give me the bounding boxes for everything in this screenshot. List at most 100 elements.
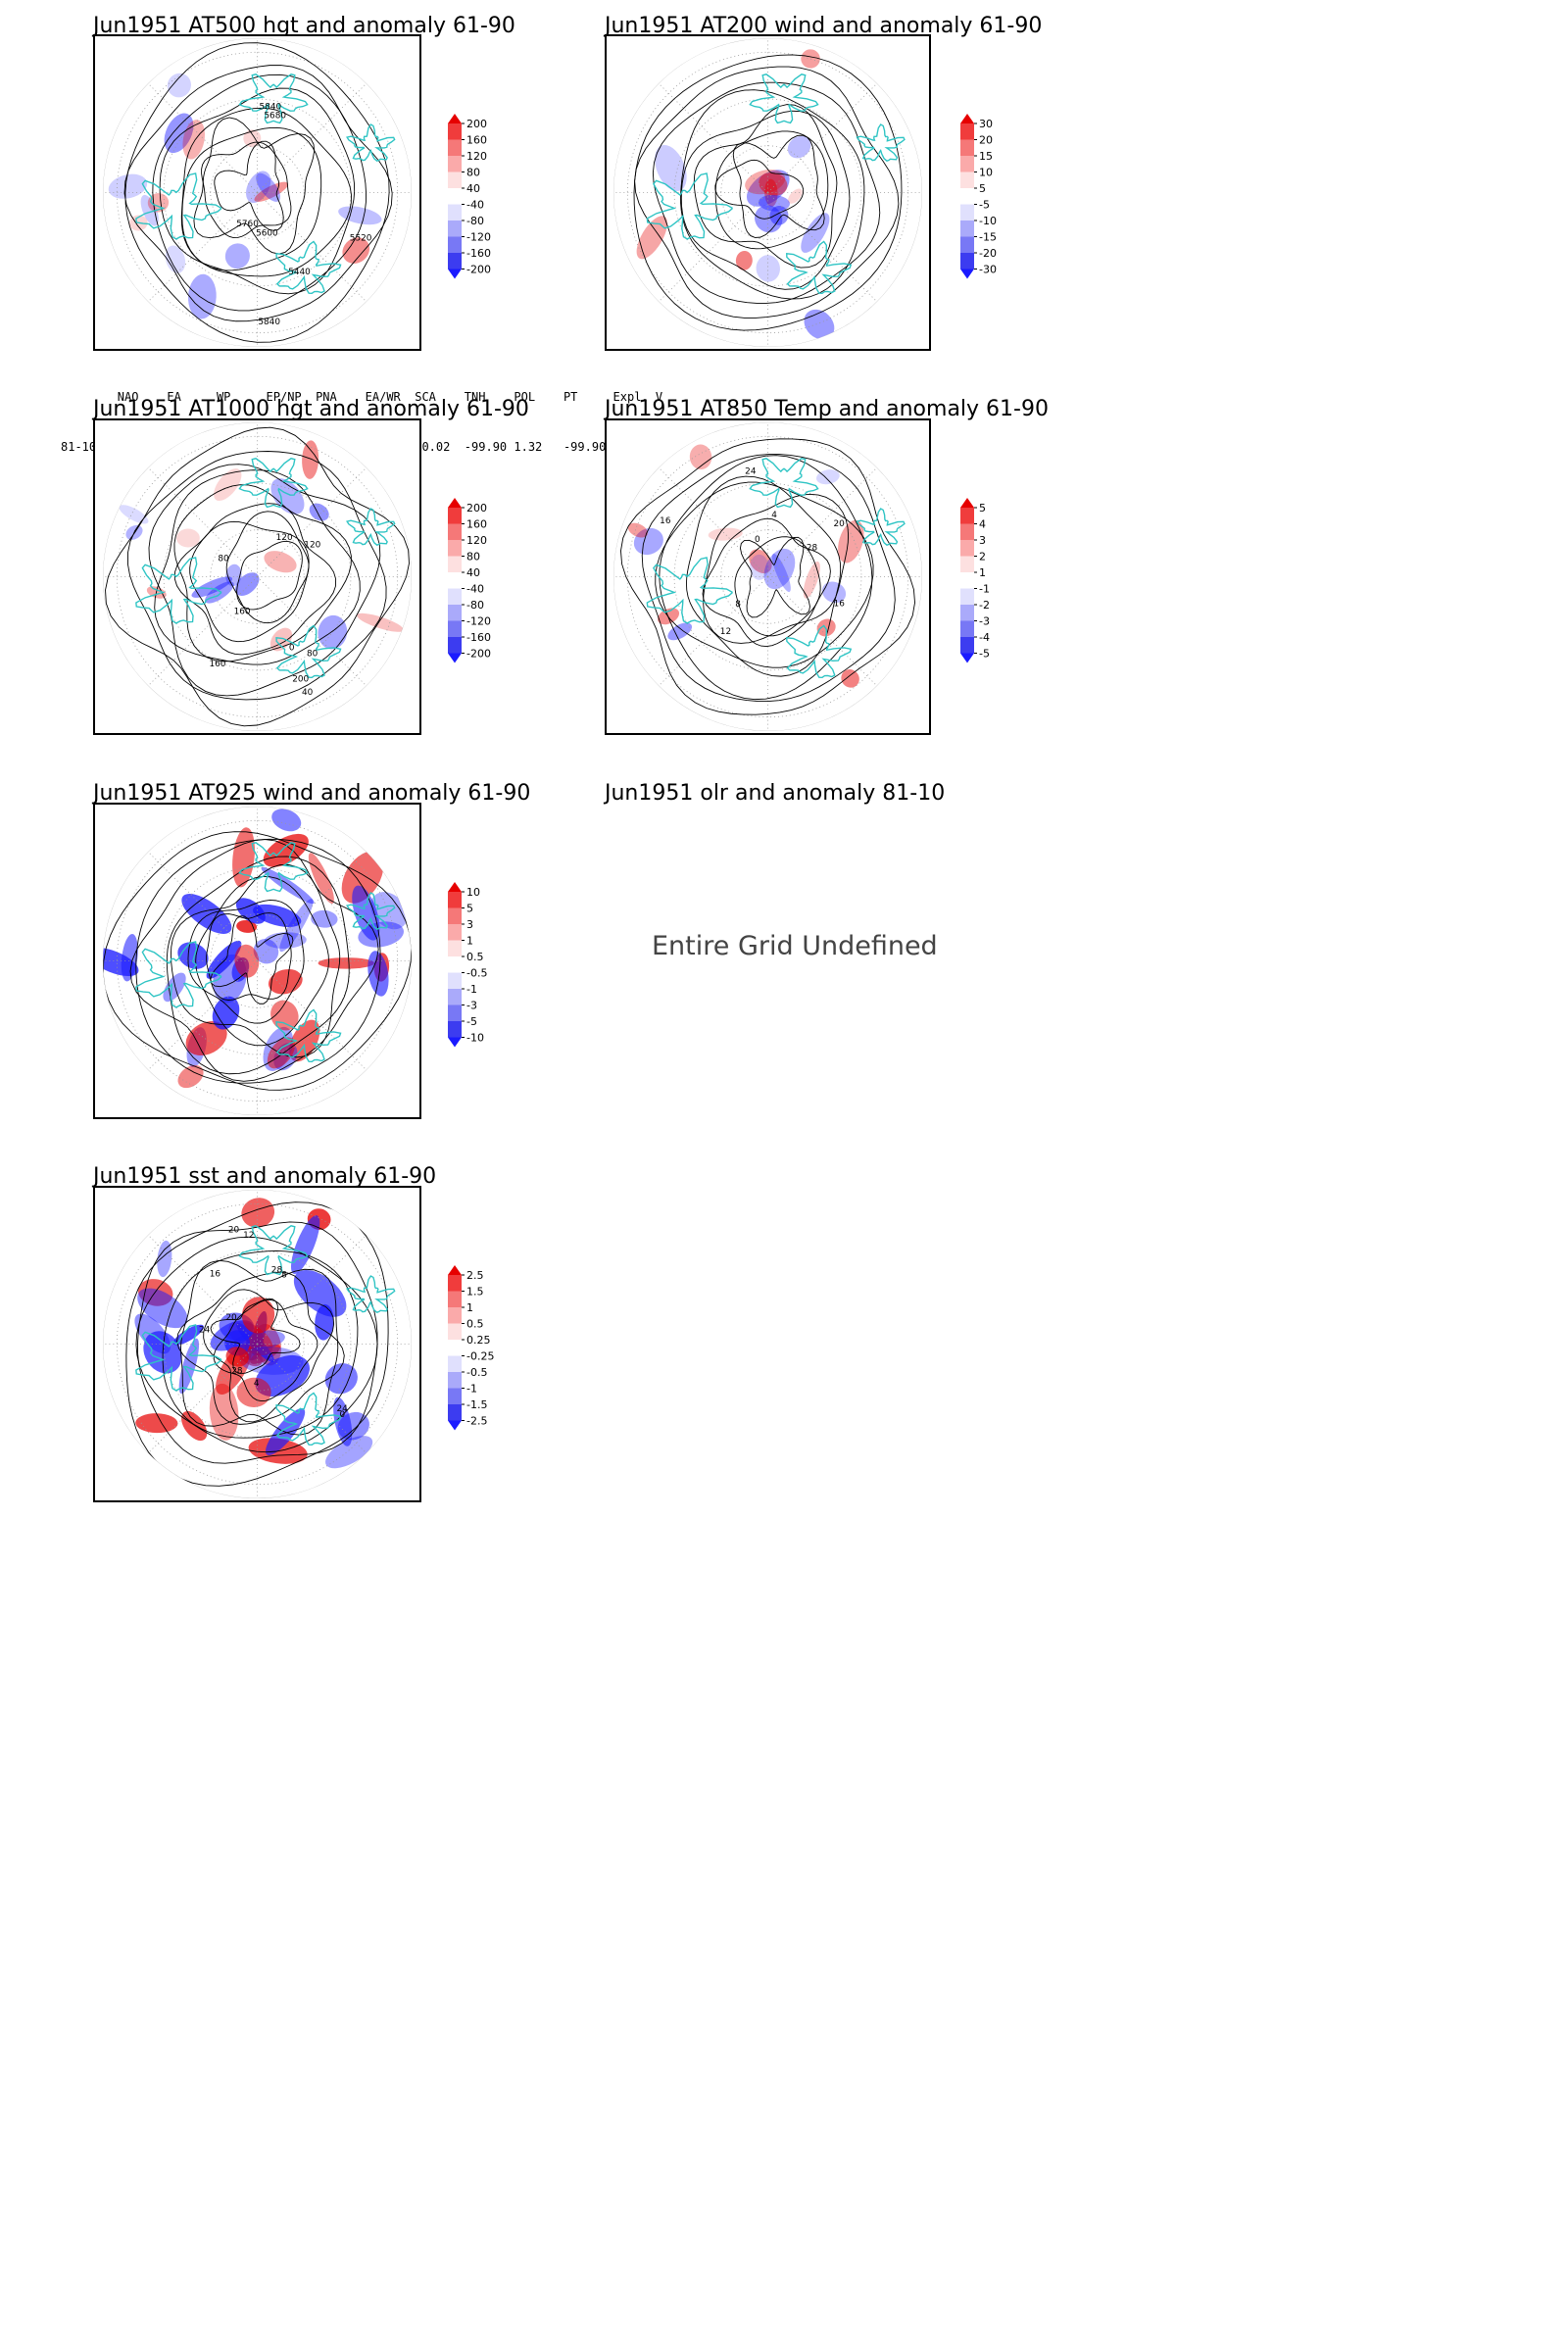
colorbar-label: -1 [979,583,990,596]
colorbar-swatch [960,572,974,589]
anomaly-area [175,528,200,548]
contour-line [173,484,352,662]
contour-line [734,536,821,637]
contour-label: 24 [336,1404,348,1414]
contour-label: 20 [833,519,845,529]
colorbar-swatch [448,956,462,973]
contour-label: 12 [720,627,731,637]
colorbar-svg: 200 160 120 80 40 -40 -80 -120 -160 -200 [448,498,491,663]
anomaly-area [756,255,780,282]
colorbar-swatch [448,605,462,621]
map-content [612,421,923,732]
anomaly-area [293,1269,347,1317]
anomaly-area [841,669,859,688]
anomaly-area [356,612,404,632]
colorbar-swatch [448,924,462,941]
colorbar-swatch [448,907,462,924]
contour-line [201,141,292,238]
colorbar-swatch [960,204,974,220]
contour-line [180,107,352,277]
meridian [257,466,368,577]
colorbar-label: -5 [466,1015,477,1028]
colorbar: 5 4 3 2 1 -1 -2 -3 -4 -5 [958,498,1047,694]
anomaly-area [804,309,835,340]
contour-label: 20 [228,1225,240,1235]
anomaly-area [749,549,772,574]
colorbar-cap [448,653,462,663]
meridian [257,1344,368,1454]
contour-label: 200 [292,674,309,684]
colorbar-swatch [448,1340,462,1356]
anomaly-area [333,1396,353,1446]
colorbar-label: 10 [979,167,993,179]
anomaly-area [271,808,302,832]
meridian [147,192,258,303]
anomaly-area [164,113,194,154]
colorbar-swatch [448,1021,462,1038]
map-panel-at200 [605,34,931,351]
meridian [147,851,258,961]
colorbar-label: -10 [979,215,997,227]
anomaly-area [318,957,374,969]
contour-line [154,469,361,665]
anomaly-area [759,172,788,196]
anomaly-area [309,503,329,521]
meridian [257,960,368,1071]
anomaly-area [214,468,242,502]
colorbar-label: -5 [979,648,990,661]
colorbar-label: -160 [466,631,491,644]
contour-label: 80 [307,649,318,659]
colorbar-label: 10 [466,886,480,899]
anomaly-area [224,243,250,270]
anomaly-area [243,129,262,148]
map-content [102,806,413,1116]
contour-label: 5520 [350,233,372,243]
coastline [749,74,819,124]
colorbar-label: 0.5 [466,951,484,963]
anomaly-area [264,551,297,573]
colorbar-cap [448,1037,462,1048]
colorbar-swatch [448,540,462,557]
contour-line [105,426,410,727]
meridian [658,576,768,687]
colorbar-label: -4 [979,631,990,644]
colorbar-swatch [448,572,462,589]
anomaly-area [246,171,271,204]
colorbar-cap [960,498,974,508]
colorbar-svg: 5 4 3 2 1 -1 -2 -3 -4 -5 [960,498,990,663]
colorbar-cap [448,114,462,123]
meridian [767,576,878,687]
tele-header: NAO EA WP EP/NP PNA EA/WR SCA TNH POL PT… [61,390,663,404]
colorbar-label: 40 [466,182,480,195]
colorbar-swatch [448,1388,462,1404]
contour-line [148,464,381,697]
colorbar-label: -40 [466,199,484,212]
colorbar-label: -3 [466,1000,477,1012]
colorbar-label: 1.5 [466,1286,484,1298]
colorbar-swatch [448,1355,462,1372]
contour-line [162,1250,359,1439]
anomaly-area [771,554,791,593]
colorbar-swatch [448,892,462,908]
meridian [767,192,878,303]
colorbar-label: 5 [979,182,986,195]
colorbar-label: 1 [979,566,986,579]
meridian [257,576,368,687]
colorbar-swatch [448,172,462,188]
anomaly-area [342,237,370,264]
contour-line [213,1298,318,1402]
colorbar-swatch [448,508,462,524]
colorbar-label: 0.5 [466,1318,484,1331]
colorbar-swatch [960,123,974,140]
contour-label: 12 [243,1231,254,1241]
anomaly-area [308,853,334,905]
coastline [238,1225,309,1276]
panel-title: Jun1951 AT850 Temp and anomaly 61-90 [605,397,1049,421]
colorbar-label: 15 [979,150,993,163]
anomaly-area [187,273,217,319]
contour-label: 0 [340,1410,346,1420]
coastline [275,1392,342,1446]
contour-line [193,117,316,255]
coastline [346,892,396,930]
anomaly-area [212,996,240,1030]
